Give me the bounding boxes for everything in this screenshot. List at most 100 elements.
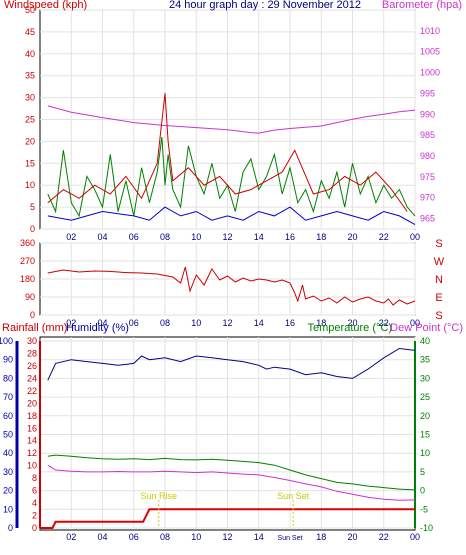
- dewpoint-line: [47, 464, 416, 501]
- wind-x-tick-label: 14: [254, 232, 264, 242]
- temperature-tick-label: 25: [420, 392, 430, 402]
- humidity-tick-label: 50: [3, 430, 13, 440]
- humidity-tick-label: 70: [3, 392, 13, 402]
- wind-x-tick-label: 02: [66, 232, 76, 242]
- humidity-tick-label: 20: [3, 486, 13, 496]
- temp-x-tick-label: 22: [379, 532, 389, 542]
- barometer-tick-label: 1010: [420, 26, 440, 36]
- barometer-tick-label: 1000: [420, 68, 440, 78]
- wind-tick-label: 25: [25, 115, 35, 125]
- barometer-tick-label: 965: [420, 214, 435, 224]
- direction-x-tick-label: 04: [97, 318, 107, 328]
- gust-line: [47, 136, 416, 218]
- humidity-tick-label: 60: [3, 411, 13, 421]
- windspeed-axis-title: Windspeed (kph): [4, 0, 87, 11]
- temperature-tick-label: 10: [420, 448, 430, 458]
- temperature-tick-label: 5: [420, 467, 425, 477]
- temp-x-tick-label: 06: [129, 532, 139, 542]
- rainfall-tick-label: 4: [32, 498, 37, 508]
- temperature-axis-title: Temperature (°C): [308, 322, 392, 334]
- wind-tick-label: 45: [25, 27, 35, 37]
- rainfall-tick-label: 14: [27, 436, 37, 446]
- wind-tick-label: 15: [25, 158, 35, 168]
- temp-x-tick-label: 00: [410, 532, 420, 542]
- barometer-line: [47, 105, 416, 134]
- rainfall-tick-label: 10: [27, 461, 37, 471]
- humidity-line: [47, 347, 416, 381]
- humidity-tick-label: 100: [0, 336, 13, 346]
- humidity-tick-label: 40: [3, 448, 13, 458]
- barometer-axis-title: Barometer (hpa): [382, 0, 462, 11]
- temp-x-tick-label: 04: [97, 532, 107, 542]
- direction-x-tick-label: 22: [379, 318, 389, 328]
- direction-tick-label: 180: [20, 274, 35, 284]
- rainfall-tick-label: 0: [32, 523, 37, 533]
- sunrise-label: Sun Rise: [140, 491, 177, 501]
- wind-tick-label: 40: [25, 49, 35, 59]
- wind-tick-label: 20: [25, 136, 35, 146]
- direction-x-tick-label: 14: [254, 318, 264, 328]
- wind-x-tick-label: 08: [160, 232, 170, 242]
- compass-label: S: [435, 310, 442, 322]
- wind-x-tick-label: 04: [97, 232, 107, 242]
- humidity-tick-label: 0: [8, 523, 13, 533]
- temp-x-tick-label: 18: [316, 532, 326, 542]
- temp-x-tick-label: 20: [347, 532, 357, 542]
- wind-x-tick-label: 06: [129, 232, 139, 242]
- rainfall-tick-label: 24: [27, 373, 37, 383]
- humidity-tick-label: 90: [3, 355, 13, 365]
- direction-x-tick-label: 20: [347, 318, 357, 328]
- temp-x-tick-label: 08: [160, 532, 170, 542]
- temperature-tick-label: 0: [420, 486, 425, 496]
- rainfall-tick-label: 6: [32, 486, 37, 496]
- direction-tick-label: 360: [20, 238, 35, 248]
- direction-x-tick-label: 12: [222, 318, 232, 328]
- temperature-line: [47, 454, 416, 491]
- direction-line: [47, 266, 416, 306]
- dewpoint-axis-title: Dew Point (°C): [390, 322, 463, 334]
- grid-layer: [15, 9, 416, 529]
- barometer-tick-label: 975: [420, 172, 435, 182]
- direction-x-tick-label: 06: [129, 318, 139, 328]
- wind-x-tick-label: 20: [347, 232, 357, 242]
- direction-tick-label: 0: [30, 310, 35, 320]
- compass-label: W: [434, 256, 445, 268]
- chart-title: 24 hour graph day : 29 November 2012: [169, 0, 361, 11]
- wind-x-tick-label: 18: [316, 232, 326, 242]
- rainfall-tick-label: 12: [27, 448, 37, 458]
- wind-tick-label: 50: [25, 5, 35, 15]
- humidity-tick-label: 80: [3, 373, 13, 383]
- rainfall-tick-label: 2: [32, 511, 37, 521]
- temperature-tick-label: 40: [420, 336, 430, 346]
- wind-average-line: [47, 206, 416, 226]
- rainfall-tick-label: 18: [27, 411, 37, 421]
- compass-label: S: [435, 238, 442, 250]
- direction-tick-label: 90: [25, 292, 35, 302]
- temperature-tick-label: 35: [420, 355, 430, 365]
- rainfall-axis-title: Rainfall (mm): [2, 322, 67, 334]
- compass-label: N: [435, 274, 443, 286]
- direction-x-tick-label: 18: [316, 318, 326, 328]
- wind-tick-label: 0: [30, 224, 35, 234]
- tick-layer: 0510152025303540455096597097598098599099…: [0, 5, 445, 542]
- direction-x-tick-label: 10: [191, 318, 201, 328]
- wind-x-tick-label: 22: [379, 232, 389, 242]
- rainfall-tick-label: 22: [27, 386, 37, 396]
- barometer-tick-label: 995: [420, 88, 435, 98]
- barometer-tick-label: 1005: [420, 47, 440, 57]
- wind-tick-label: 5: [30, 202, 35, 212]
- rainfall-tick-label: 16: [27, 423, 37, 433]
- temperature-tick-label: -5: [420, 504, 428, 514]
- temp-x-tick-label: 14: [254, 532, 264, 542]
- wind-x-tick-label: 10: [191, 232, 201, 242]
- rainfall-tick-label: 30: [27, 336, 37, 346]
- rainfall-tick-label: 20: [27, 398, 37, 408]
- direction-tick-label: 270: [20, 256, 35, 266]
- humidity-tick-label: 30: [3, 467, 13, 477]
- humidity-tick-label: 10: [3, 504, 13, 514]
- marks-layer: [40, 93, 416, 529]
- temp-x-tick-label: 02: [66, 532, 76, 542]
- temp-x-tick-label: 10: [191, 532, 201, 542]
- sunset-label: Sun Set: [277, 491, 310, 501]
